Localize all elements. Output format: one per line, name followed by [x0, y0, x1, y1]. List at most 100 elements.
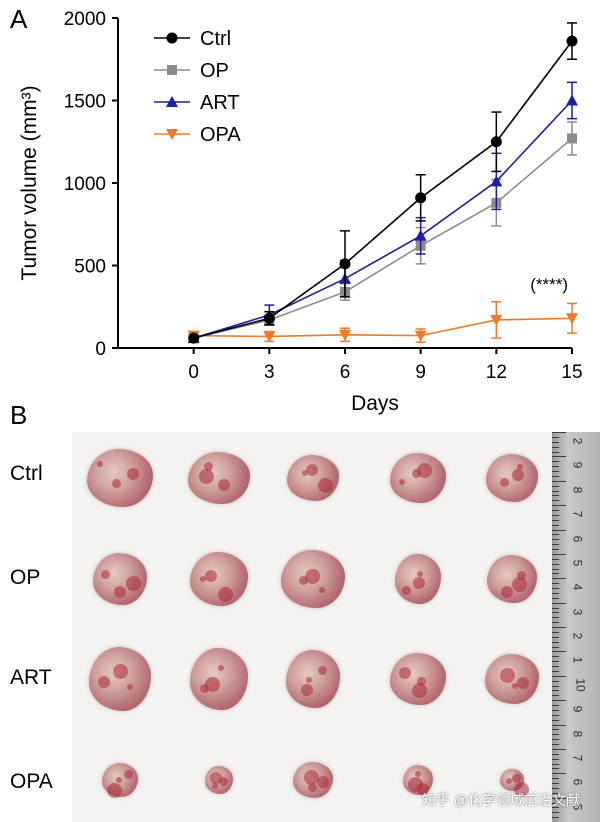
- ruler-number: 9: [570, 705, 585, 713]
- ruler-tick: [552, 622, 559, 624]
- ruler-tick: [552, 544, 559, 546]
- ruler-tick: [552, 812, 559, 814]
- ruler-tick: [552, 602, 566, 604]
- ruler-tick: [552, 607, 559, 609]
- ruler-tick: [552, 656, 559, 658]
- y-tick-label: 0: [95, 339, 106, 360]
- ruler-tick: [552, 651, 566, 653]
- tumor-sample: [286, 650, 340, 708]
- ruler-tick: [552, 807, 559, 809]
- ruler-tick: [552, 500, 559, 502]
- point-op: [567, 133, 577, 144]
- ruler-image: 2 9 8 7 6 5 4 3 2 1 10 9 8 7 6 5: [552, 432, 600, 822]
- tumor-sample: [190, 648, 248, 710]
- ruler-tick: [552, 568, 559, 570]
- tumor-sample: [190, 552, 248, 606]
- ruler-tick: [552, 778, 559, 780]
- point-ctrl: [188, 332, 200, 344]
- ruler-tick: [552, 578, 566, 580]
- ruler-tick: [552, 592, 559, 594]
- legend-label-opa: OPA: [200, 124, 241, 146]
- tumor-volume-chart: 0 500 1000 1500 2000 0 3 6 9 12 15 Days Tumor volume…: [18, 9, 583, 415]
- ruler-tick: [552, 719, 559, 721]
- ruler-tick: [552, 514, 559, 516]
- ruler-tick: [552, 690, 559, 692]
- tumor-sample: [485, 654, 539, 704]
- point-ctrl: [339, 258, 351, 270]
- ruler-number: 10: [573, 678, 588, 692]
- legend-label-art: ART: [200, 92, 240, 114]
- ruler-tick: [552, 709, 559, 711]
- row-label-art: ART: [10, 666, 52, 689]
- ruler-tick: [552, 763, 559, 765]
- tumor-sample: [281, 550, 345, 608]
- ruler-tick: [552, 563, 559, 565]
- ruler-tick: [552, 573, 559, 575]
- tumor-sample: [390, 653, 446, 705]
- ruler-tick: [552, 617, 559, 619]
- ruler-tick: [552, 451, 559, 453]
- tumor-sample: [87, 449, 153, 507]
- x-tick-label: 0: [188, 362, 199, 383]
- tumor-sample: [486, 454, 538, 502]
- ruler-number: 8: [570, 486, 585, 494]
- ruler-tick: [552, 597, 559, 599]
- legend-marker-opa: [166, 129, 178, 140]
- ruler-number: 7: [570, 510, 585, 518]
- ruler-tick: [552, 783, 559, 784]
- ruler-tick: [552, 729, 559, 731]
- ruler-tick: [552, 787, 559, 789]
- tumor-sample: [102, 763, 138, 799]
- point-ctrl: [566, 35, 578, 47]
- panel-b-label: B: [10, 400, 28, 430]
- point-ctrl: [263, 312, 275, 324]
- ruler-tick: [552, 792, 559, 794]
- x-tick-label: 12: [486, 362, 507, 383]
- ruler-tick: [552, 700, 566, 702]
- point-ctrl: [490, 136, 502, 148]
- ruler-number: 6: [570, 778, 585, 786]
- legend-marker-ctrl: [166, 32, 178, 44]
- ruler-number: 5: [570, 559, 585, 567]
- tumor-sample: [188, 452, 250, 504]
- ruler-tick: [552, 549, 559, 550]
- ruler-tick: [552, 480, 566, 482]
- panel-a-label: A: [10, 4, 28, 34]
- ruler-number: 6: [570, 535, 585, 542]
- ruler-tick: [552, 802, 559, 804]
- ruler-number: 4: [570, 583, 585, 591]
- ruler-tick: [552, 475, 559, 477]
- ruler-tick: [552, 768, 559, 770]
- ruler-tick: [552, 680, 559, 682]
- x-tick-label: 15: [561, 362, 582, 383]
- significance-annotation: (****): [530, 275, 568, 294]
- row-label-ctrl: Ctrl: [10, 462, 43, 485]
- ruler-tick: [552, 471, 559, 472]
- ruler-tick: [552, 753, 559, 755]
- ruler-number: 2: [570, 437, 585, 445]
- ruler-tick: [552, 675, 566, 677]
- ruler-tick: [552, 505, 566, 507]
- point-opa: [414, 330, 427, 342]
- ruler-tick: [552, 641, 559, 643]
- ruler-tick: [552, 636, 559, 638]
- legend-marker-art: [166, 96, 178, 107]
- watermark: 知乎 @化学领域前沿文献: [421, 792, 580, 808]
- ruler-tick: [552, 524, 559, 526]
- ruler-tick: [552, 466, 559, 468]
- tumor-sample: [390, 453, 446, 503]
- ruler-tick: [552, 558, 559, 560]
- tumor-sample: [293, 762, 333, 798]
- ruler-tick: [552, 744, 559, 745]
- ruler-tick: [552, 446, 559, 448]
- x-axis-label: Days: [351, 392, 399, 415]
- ruler-number: 7: [570, 754, 585, 762]
- ruler-tick: [552, 734, 559, 736]
- x-tick-label: 9: [415, 362, 426, 383]
- tumor-photo: [72, 432, 600, 822]
- ruler-tick: [552, 685, 559, 687]
- ruler-tick: [552, 519, 559, 521]
- ruler-tick: [552, 666, 559, 667]
- ruler-tick: [552, 441, 559, 443]
- point-ctrl: [415, 192, 427, 204]
